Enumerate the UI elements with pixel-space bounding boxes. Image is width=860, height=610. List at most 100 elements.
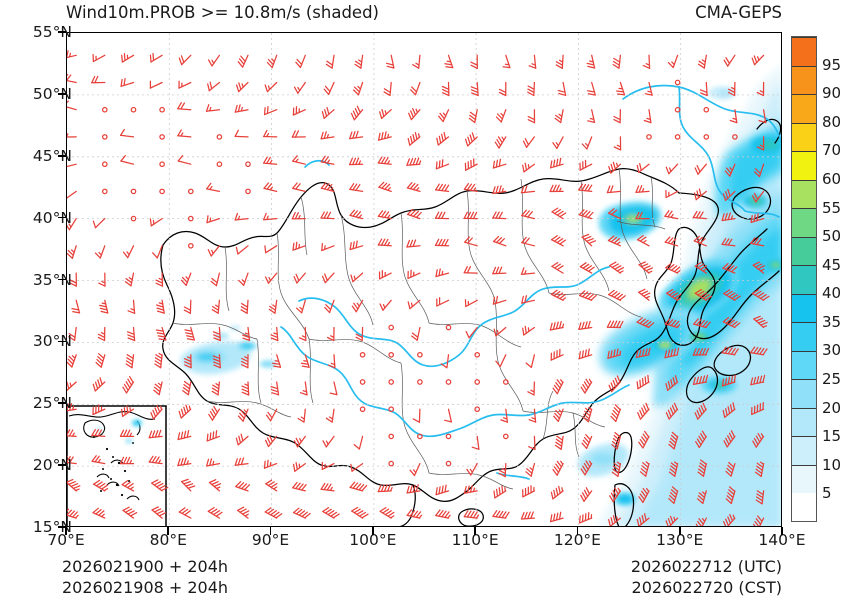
wind-barb bbox=[126, 326, 136, 342]
wind-barb bbox=[466, 462, 478, 476]
wind-barb bbox=[321, 272, 335, 284]
wind-barb bbox=[722, 402, 736, 418]
lat-tick-mark bbox=[58, 216, 66, 219]
calm-wind-symbol bbox=[502, 379, 509, 385]
wind-barb bbox=[121, 405, 135, 417]
lat-tick-label: 25°N bbox=[32, 394, 72, 413]
wind-barb bbox=[293, 81, 306, 94]
wind-barb bbox=[492, 266, 507, 275]
map-panel[interactable] bbox=[66, 32, 782, 527]
wind-barb bbox=[492, 235, 507, 247]
calm-wind-symbol bbox=[359, 406, 366, 413]
wind-barb bbox=[272, 354, 282, 368]
wind-barb bbox=[528, 408, 537, 423]
wind-barb bbox=[263, 156, 278, 165]
wind-barb bbox=[177, 457, 192, 467]
wind-barb bbox=[234, 212, 249, 221]
calm-wind-symbol bbox=[159, 106, 165, 113]
wind-barb bbox=[177, 429, 192, 441]
calm-wind-symbol bbox=[130, 188, 137, 195]
wind-barb bbox=[149, 52, 163, 63]
wind-barb bbox=[235, 481, 251, 492]
lat-tick-mark bbox=[58, 526, 66, 528]
wind-barb bbox=[638, 261, 654, 274]
wind-barb bbox=[608, 161, 622, 174]
wind-barb bbox=[406, 509, 423, 519]
wind-barb bbox=[270, 381, 280, 396]
wind-barb bbox=[263, 212, 278, 221]
wind-barb bbox=[321, 242, 335, 252]
wind-barb bbox=[608, 515, 622, 526]
wind-barb bbox=[609, 261, 625, 274]
wind-barb bbox=[237, 54, 249, 68]
wind-barb bbox=[727, 81, 736, 97]
wind-barb bbox=[270, 326, 279, 342]
wind-barb bbox=[495, 354, 507, 368]
calm-wind-symbol bbox=[445, 433, 452, 440]
wind-barb bbox=[525, 354, 536, 369]
wind-barb bbox=[92, 507, 106, 519]
wind-barb bbox=[379, 299, 392, 311]
wind-barb bbox=[406, 239, 421, 248]
calm-wind-symbol bbox=[388, 379, 395, 385]
wind-barb bbox=[206, 215, 221, 224]
south-china-sea-inset bbox=[67, 405, 167, 526]
wind-barb bbox=[377, 210, 392, 220]
lat-tick-mark bbox=[58, 154, 66, 157]
wind-barb bbox=[693, 188, 707, 201]
wind-barb bbox=[721, 374, 736, 387]
wind-barb bbox=[378, 269, 392, 280]
wind-barb bbox=[723, 513, 736, 526]
wind-barb bbox=[263, 459, 278, 469]
wind-barb bbox=[470, 81, 479, 97]
calm-wind-symbol bbox=[417, 351, 423, 358]
wind-barb bbox=[320, 211, 335, 220]
wind-barb bbox=[264, 245, 278, 254]
wind-barb bbox=[268, 299, 278, 314]
wind-barb bbox=[463, 182, 478, 193]
wind-barb bbox=[177, 155, 192, 165]
wind-barb bbox=[587, 81, 596, 96]
wind-barb bbox=[155, 326, 167, 341]
wind-barb bbox=[522, 325, 536, 336]
calm-wind-symbol bbox=[474, 406, 481, 413]
lon-tick-label: 70°E bbox=[47, 531, 85, 549]
colorbar[interactable] bbox=[791, 36, 817, 522]
lon-tick-mark bbox=[474, 527, 476, 535]
wind-barb bbox=[98, 272, 106, 287]
lat-tick-label: 20°N bbox=[32, 456, 72, 475]
wind-barb bbox=[580, 378, 593, 394]
wind-barb bbox=[522, 136, 536, 148]
wind-barb bbox=[578, 320, 593, 331]
model-name-label: CMA-GEPS bbox=[695, 3, 782, 22]
wind-barb bbox=[348, 157, 364, 166]
wind-barb bbox=[527, 381, 536, 396]
wind-barb bbox=[551, 261, 564, 274]
wind-barb bbox=[320, 131, 335, 140]
wind-barb bbox=[211, 299, 221, 314]
wind-barb bbox=[206, 182, 221, 193]
lat-tick-mark bbox=[58, 402, 66, 405]
wind-barb bbox=[67, 217, 77, 231]
wind-barb bbox=[352, 81, 364, 96]
wind-barb bbox=[434, 183, 450, 193]
wind-barb bbox=[120, 155, 135, 165]
lat-tick-mark bbox=[58, 464, 66, 466]
wind-barb bbox=[292, 461, 306, 472]
wind-barb bbox=[297, 408, 306, 423]
init-time-utc-label: 2026021900 + 204h bbox=[62, 557, 229, 576]
calm-wind-symbol bbox=[417, 379, 423, 385]
wind-barb bbox=[549, 157, 564, 169]
wind-barb bbox=[492, 185, 507, 195]
wind-barb bbox=[67, 100, 77, 111]
wind-barb bbox=[753, 315, 768, 329]
wind-barb bbox=[349, 481, 368, 492]
wind-barb bbox=[435, 159, 450, 170]
calm-wind-symbol bbox=[101, 188, 108, 195]
calm-wind-symbol bbox=[359, 351, 366, 358]
wind-barb bbox=[178, 507, 192, 519]
wind-barb bbox=[666, 289, 682, 301]
wind-barb bbox=[180, 478, 196, 492]
wind-barb bbox=[148, 429, 163, 439]
wind-barb bbox=[178, 54, 192, 66]
